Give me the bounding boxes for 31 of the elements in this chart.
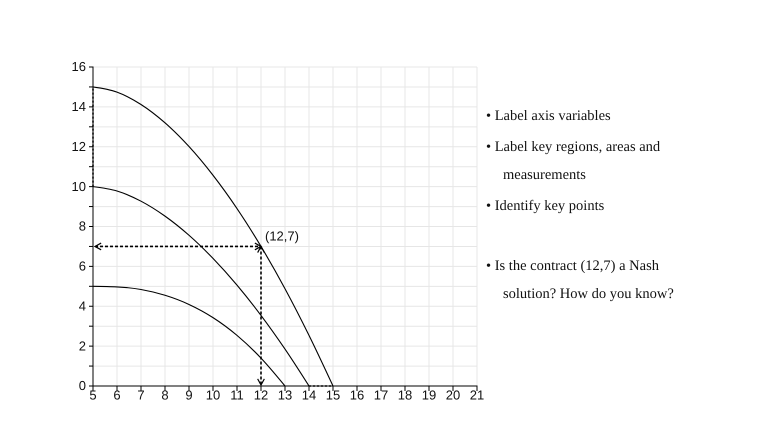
x-tick-label: 13 (278, 388, 292, 403)
x-tick-label: 11 (230, 388, 244, 403)
text: • Is the contract (12,7) a Nash solution? How do you know? (486, 257, 675, 304)
x-tick-label: 16 (350, 388, 364, 403)
text: • Label axis variables (486, 107, 612, 126)
x-tick-label: 18 (398, 388, 412, 403)
y-tick-label: 10 (72, 178, 86, 194)
x-tick-label: 5 (89, 388, 97, 403)
y-tick-label: 4 (78, 298, 86, 314)
y-tick-label: 12 (72, 138, 86, 154)
y-tick-label: 6 (78, 258, 86, 274)
x-tick-label: 12 (254, 388, 268, 403)
x-tick-label: 9 (185, 388, 193, 403)
text: • Identify key points (486, 197, 606, 216)
x-tick-label: 8 (161, 388, 169, 403)
x-tick-label: 21 (470, 388, 484, 403)
y-tick-label: 8 (78, 218, 86, 234)
text: • Label key regions, areas and measurements (486, 138, 662, 185)
x-tick-label: 15 (326, 388, 340, 403)
y-tick-label: 0 (78, 378, 86, 394)
x-tick-label: 19 (422, 388, 436, 403)
y-tick-label: 14 (72, 99, 86, 114)
y-tick-label: 16 (72, 59, 86, 74)
x-tick-label: 14 (302, 388, 316, 403)
y-tick-label: 2 (78, 338, 86, 354)
x-tick-label: 6 (113, 388, 121, 403)
x-tick-label: 7 (137, 388, 145, 403)
x-tick-label: 10 (206, 388, 220, 403)
x-tick-label: 20 (446, 388, 460, 403)
annotation: (12,7) (265, 228, 299, 244)
x-tick-label: 17 (374, 388, 388, 403)
